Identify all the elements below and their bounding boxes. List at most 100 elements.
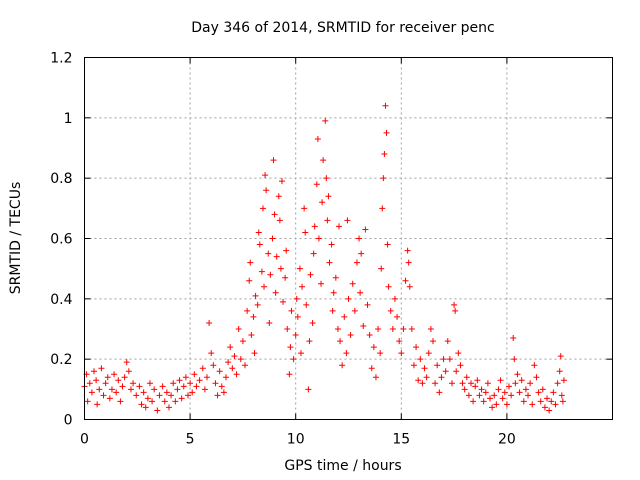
data-point	[382, 102, 389, 109]
data-point	[123, 359, 130, 366]
data-point	[548, 398, 555, 405]
data-point	[537, 398, 544, 405]
data-point	[284, 326, 291, 332]
data-point	[489, 404, 496, 411]
data-point	[146, 380, 153, 387]
data-point	[104, 374, 111, 381]
y-tick-label: 0.4	[50, 292, 72, 308]
data-point	[520, 398, 527, 405]
data-point	[94, 401, 101, 408]
data-point	[303, 301, 310, 308]
data-point	[527, 380, 534, 387]
data-point	[96, 386, 103, 393]
data-point	[444, 338, 451, 345]
data-point	[282, 274, 289, 281]
data-point	[276, 217, 283, 224]
data-point	[539, 386, 546, 393]
data-point	[170, 380, 177, 387]
data-point	[375, 326, 382, 332]
data-point	[180, 383, 187, 390]
data-point	[495, 386, 502, 393]
data-point	[247, 259, 254, 266]
data-point	[263, 187, 270, 194]
data-point	[366, 332, 373, 339]
data-point	[319, 199, 326, 206]
data-point	[320, 157, 327, 164]
data-point	[384, 241, 391, 248]
data-point	[244, 307, 251, 314]
data-point	[470, 398, 477, 405]
data-point	[434, 362, 441, 369]
data-point	[402, 277, 409, 284]
data-point	[140, 389, 147, 396]
data-point	[533, 374, 540, 381]
axis-ticks	[84, 57, 613, 420]
data-point	[258, 268, 265, 275]
data-point	[108, 386, 115, 393]
data-point	[408, 326, 415, 332]
data-point	[203, 374, 210, 381]
data-point	[125, 368, 132, 375]
data-point	[199, 365, 206, 372]
data-point	[432, 380, 439, 387]
data-point	[330, 289, 337, 296]
data-point	[511, 356, 518, 363]
data-point	[514, 371, 521, 378]
data-point	[265, 250, 272, 257]
data-point	[98, 365, 105, 372]
data-point	[491, 392, 498, 399]
data-point	[286, 371, 293, 378]
data-point	[383, 129, 390, 136]
data-point	[362, 226, 369, 233]
data-point	[347, 332, 354, 339]
data-point	[106, 395, 113, 402]
data-point	[176, 377, 183, 384]
data-point	[248, 332, 255, 339]
data-point	[455, 350, 462, 357]
data-point	[341, 313, 348, 320]
data-point	[142, 404, 149, 411]
y-tick-label: 1.2	[50, 51, 72, 67]
data-point	[262, 172, 269, 179]
data-point	[189, 389, 196, 396]
data-point	[328, 241, 335, 248]
data-point	[168, 392, 175, 399]
data-point	[541, 404, 548, 411]
data-point	[339, 362, 346, 369]
data-point	[427, 326, 434, 332]
data-point	[325, 193, 332, 200]
y-tick-label: 0.6	[50, 232, 72, 248]
data-point	[391, 295, 398, 302]
data-point	[503, 401, 510, 408]
data-point	[163, 389, 170, 396]
data-point	[280, 298, 287, 305]
data-point	[154, 407, 161, 414]
data-point	[558, 392, 565, 399]
data-point	[360, 322, 367, 329]
data-point	[273, 253, 280, 260]
data-point	[337, 338, 344, 345]
data-point	[165, 404, 172, 411]
data-point	[453, 368, 460, 375]
data-point	[266, 319, 273, 326]
data-point	[557, 353, 564, 360]
data-point	[446, 356, 453, 363]
data-point	[525, 392, 532, 399]
data-point	[343, 350, 350, 357]
data-point	[309, 319, 316, 326]
data-point	[231, 353, 238, 360]
x-tick-label: 0	[80, 432, 89, 448]
data-point	[299, 283, 306, 290]
data-point	[544, 395, 551, 402]
data-point	[297, 350, 304, 357]
data-point	[201, 386, 208, 393]
data-point	[159, 383, 166, 390]
data-point	[512, 380, 519, 387]
data-point	[144, 395, 151, 402]
data-point	[451, 301, 458, 308]
data-point	[314, 135, 321, 142]
data-point	[452, 307, 459, 314]
data-point	[111, 371, 118, 378]
data-point	[127, 386, 134, 393]
data-point	[419, 380, 426, 387]
